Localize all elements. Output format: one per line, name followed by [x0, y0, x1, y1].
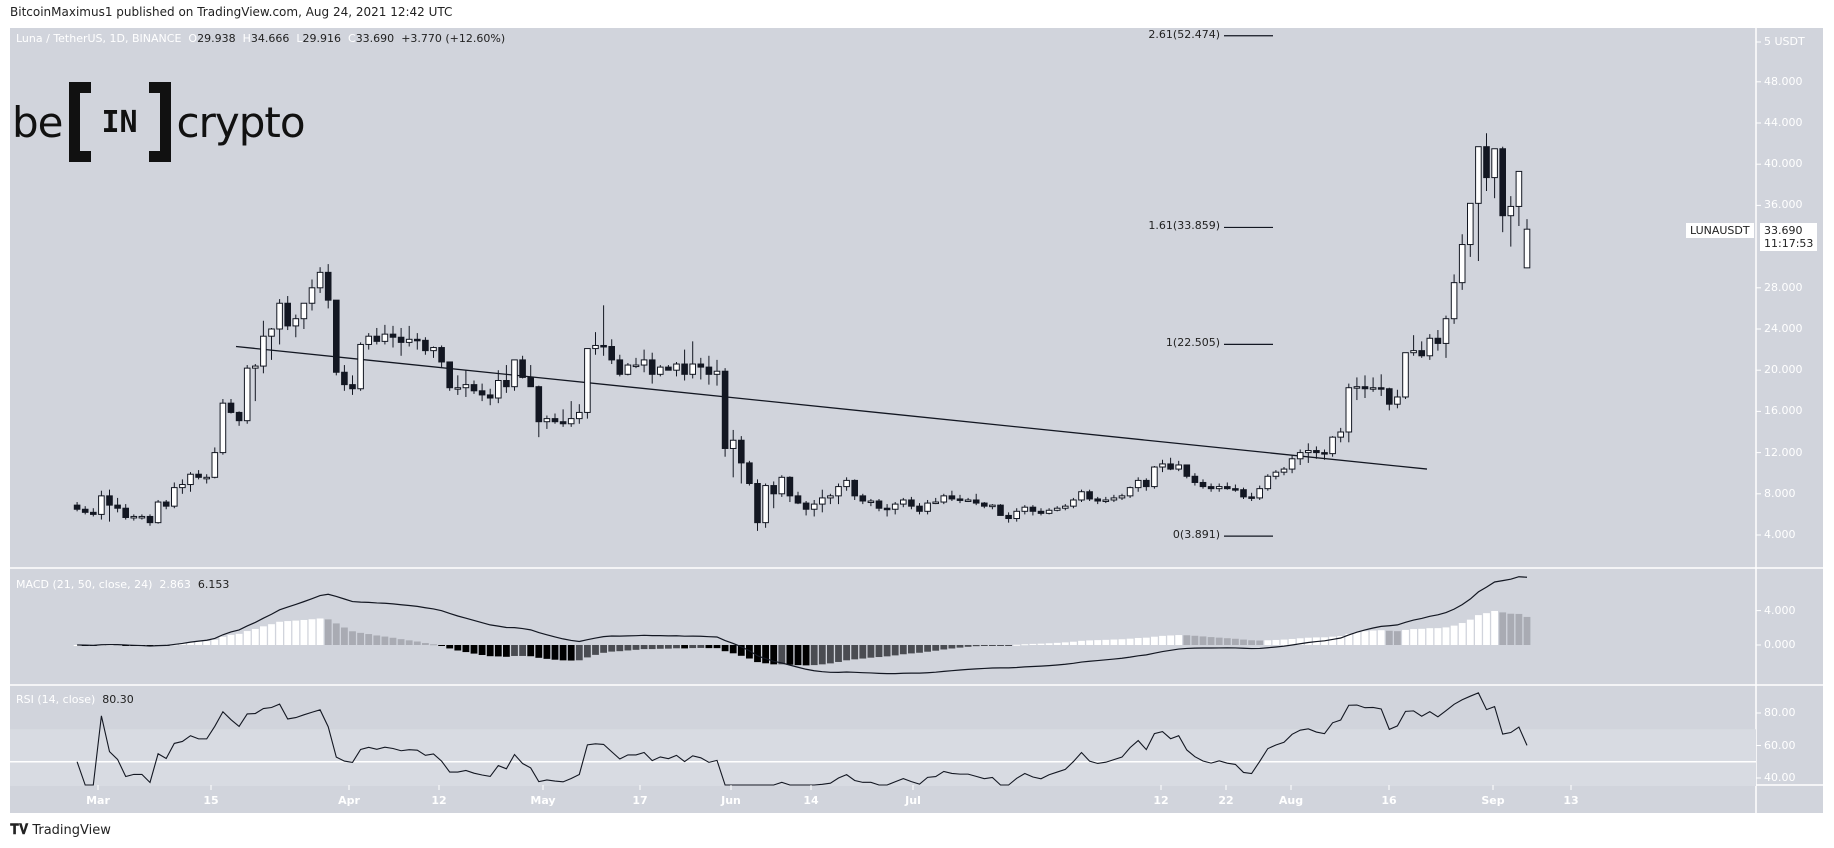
rsi-axis-tick: 60.00: [1764, 738, 1796, 752]
time-axis-label: 12: [1153, 794, 1169, 807]
price-axis-tick: 44.000: [1764, 116, 1803, 129]
rsi-axis-tick: 80.00: [1764, 706, 1796, 719]
time-axis-label: May: [530, 794, 556, 807]
open-value: 29.938: [197, 32, 236, 45]
last-price-tag: 33.690 11:17:53: [1760, 223, 1818, 251]
rsi-label: RSI (14, close): [16, 693, 96, 706]
time-axis-label: Apr: [338, 794, 360, 807]
macd-label: MACD (21, 50, close, 24): [16, 578, 153, 591]
price-axis-tick: 40.000: [1764, 157, 1803, 171]
macd-axis-tick: 0.000: [1764, 638, 1796, 651]
price-axis-tick: 48.000: [1764, 74, 1803, 88]
price-axis-tick: 16.000: [1764, 404, 1803, 418]
symbol-tag: LUNAUSDT: [1686, 223, 1754, 238]
time-axis-label: Aug: [1278, 794, 1304, 807]
price-axis-tick: 28.000: [1764, 280, 1803, 294]
time-axis-label: Mar: [86, 794, 110, 807]
fib-level-label: 0(3.891): [1172, 528, 1220, 542]
time-axis-label: 22: [1218, 794, 1234, 807]
time-axis-label: 12: [431, 794, 447, 807]
price-axis-tick: 12.000: [1764, 445, 1803, 459]
low-value: 29.916: [302, 32, 342, 45]
price-axis-tick: 24.000: [1764, 322, 1803, 335]
last-price: 33.690: [1764, 224, 1803, 237]
price-axis-tick: 8.000: [1764, 486, 1796, 500]
chart-area[interactable]: [10, 28, 1823, 813]
price-axis-currency: 5 USDT: [1764, 35, 1805, 48]
time-axis-label: 13: [1563, 794, 1579, 807]
logo-text-crypto: crypto: [176, 97, 306, 147]
symbol-name: Luna / TetherUS, 1D, BINANCE: [16, 32, 182, 45]
macd-hist-value: 2.863: [159, 578, 191, 591]
price-axis-tick: 4.000: [1764, 528, 1796, 541]
bar-countdown: 11:17:53: [1764, 237, 1814, 250]
beincrypto-logo: be IN crypto: [12, 82, 306, 162]
tradingview-logo-icon: 𝐓𝐕: [10, 822, 29, 838]
change-value: +3.770 (+12.60%): [401, 32, 506, 45]
fib-level-label: 1(22.505): [1165, 336, 1220, 350]
rsi-value: 80.30: [102, 693, 134, 706]
time-axis-label: 15: [203, 794, 219, 807]
rsi-axis-tick: 40.00: [1764, 771, 1796, 784]
fib-level-label: 2.61(52.474): [1148, 27, 1220, 41]
rsi-legend: RSI (14, close) 80.30: [16, 693, 134, 706]
tradingview-footer[interactable]: 𝐓𝐕 TradingView: [10, 822, 111, 838]
fib-level-label: 1.61(33.859): [1148, 219, 1220, 233]
symbol-legend: Luna / TetherUS, 1D, BINANCE O29.938 H34…: [16, 32, 506, 45]
time-axis-label: Jul: [905, 794, 921, 807]
macd-value: 6.153: [197, 578, 230, 591]
logo-text-in: IN: [101, 104, 138, 140]
price-axis-tick: 36.000: [1764, 198, 1803, 212]
time-axis-label: 17: [632, 794, 648, 807]
price-axis-tick: 20.000: [1764, 363, 1803, 377]
macd-legend: MACD (21, 50, close, 24) 2.863 6.153: [16, 578, 229, 591]
logo-text-be: be: [12, 97, 63, 147]
time-axis-label: 16: [1381, 794, 1397, 807]
close-value: 33.690: [355, 32, 395, 45]
time-axis-label: 14: [803, 794, 819, 807]
publisher-info: BitcoinMaximus1 published on TradingView…: [10, 5, 453, 19]
time-axis-label: Jun: [721, 794, 741, 807]
tradingview-brand: TradingView: [32, 822, 111, 838]
time-axis-label: Sep: [1481, 794, 1505, 807]
logo-bracket-icon: IN: [68, 82, 171, 162]
macd-axis-tick: 4.000: [1764, 603, 1796, 617]
high-value: 34.666: [250, 32, 290, 45]
